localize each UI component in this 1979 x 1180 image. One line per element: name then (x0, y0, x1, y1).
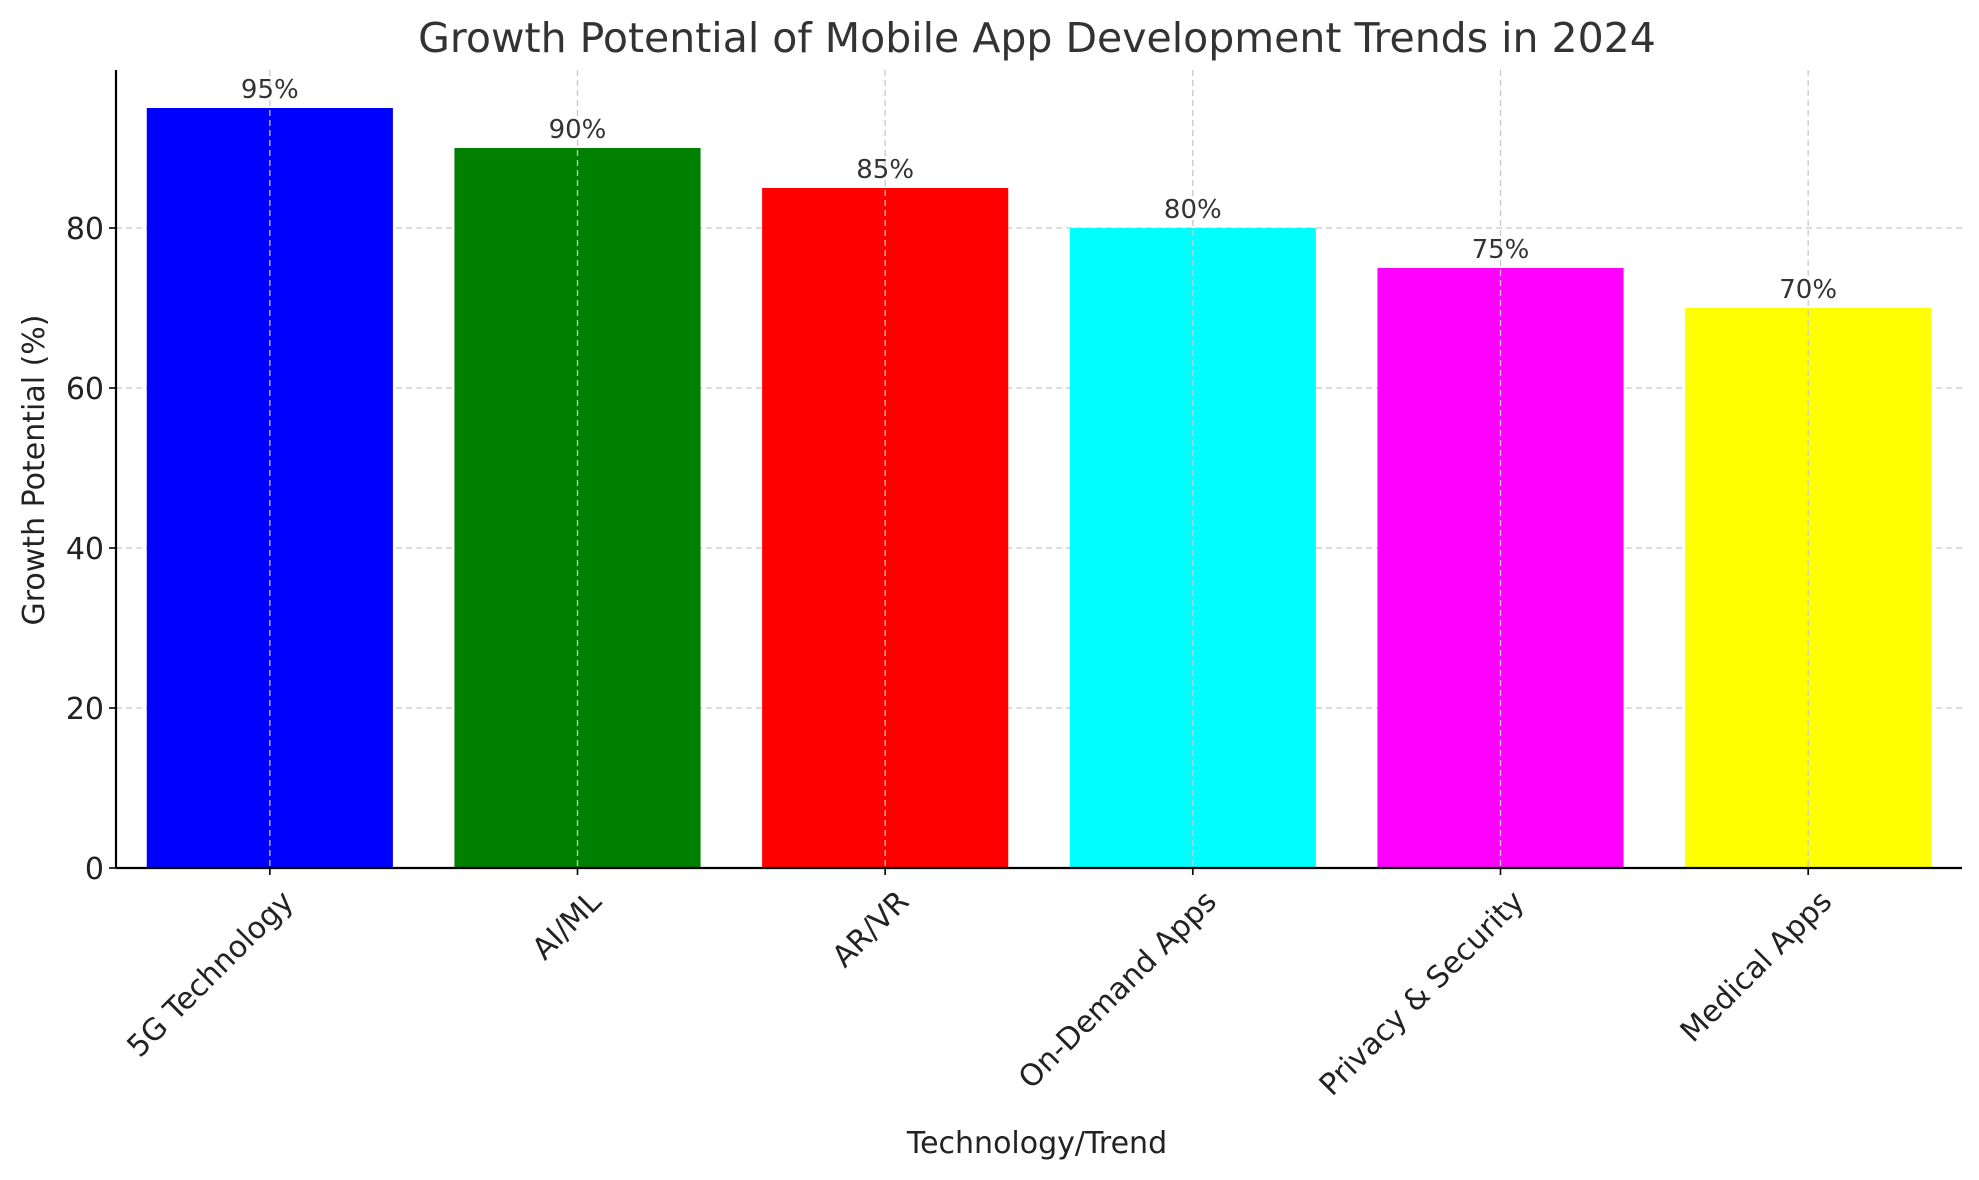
y-tick-label: 20 (66, 692, 104, 727)
x-tick-label: On-Demand Apps (1012, 884, 1224, 1096)
y-tick-label: 0 (85, 852, 104, 887)
bar (1377, 268, 1624, 868)
x-tick-label: 5G Technology (121, 884, 301, 1064)
x-tick-label: AI/ML (526, 884, 609, 967)
vertical-grid-lines (269, 70, 1809, 868)
y-tick-label: 80 (66, 212, 104, 247)
data-labels: 95% 90% 85% 80% 75% 70% (241, 75, 1837, 305)
data-label: 95% (241, 75, 299, 105)
data-label: 80% (1164, 195, 1222, 225)
x-tick-label: Medical Apps (1674, 884, 1839, 1049)
bars (146, 108, 1932, 868)
chart-title: Growth Potential of Mobile App Developme… (418, 14, 1656, 62)
x-axis: 5G Technology AI/ML AR/VR On-Demand Apps Pri… (116, 866, 1962, 1103)
data-label: 75% (1472, 235, 1530, 265)
x-axis-title: Technology/Trend (906, 1126, 1167, 1161)
data-label: 85% (856, 155, 914, 185)
x-tick-label: AR/VR (826, 884, 916, 974)
y-tick-label: 40 (66, 532, 104, 567)
y-axis-title: Growth Potential (%) (17, 314, 52, 625)
data-label: 90% (549, 115, 607, 145)
data-label: 70% (1779, 275, 1837, 305)
y-axis: 0 20 40 60 80 (66, 70, 118, 887)
y-tick-label: 60 (66, 372, 104, 407)
x-tick-label: Privacy & Security (1313, 884, 1532, 1103)
bar (454, 148, 701, 868)
